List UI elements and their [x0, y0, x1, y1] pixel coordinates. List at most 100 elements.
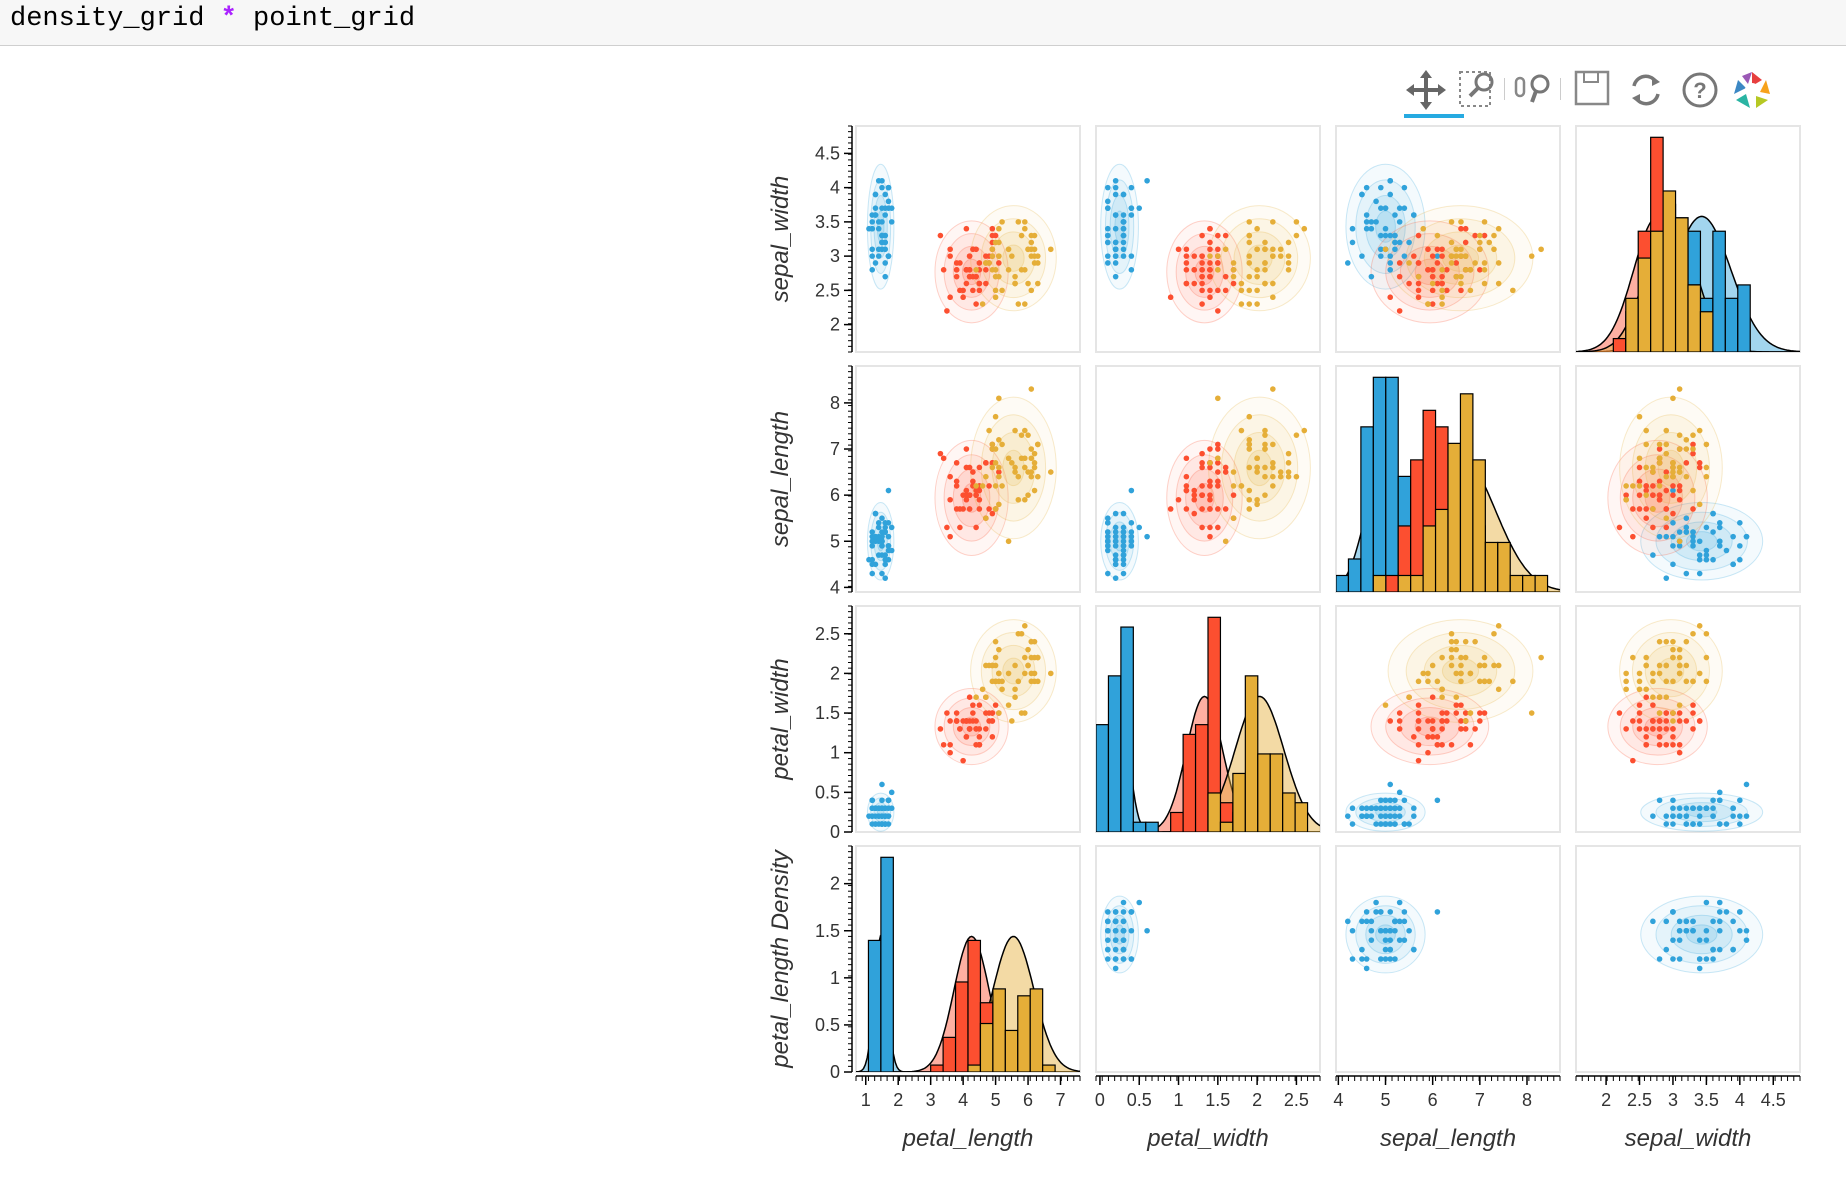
point-virginica[interactable]	[1703, 630, 1710, 637]
point-versicolor[interactable]	[1215, 441, 1221, 448]
point-virginica[interactable]	[1034, 654, 1041, 661]
point-virginica[interactable]	[1009, 718, 1015, 724]
point-virginica[interactable]	[1448, 646, 1455, 653]
point-setosa[interactable]	[885, 797, 892, 804]
point-setosa[interactable]	[1387, 813, 1394, 819]
point-virginica[interactable]	[1031, 232, 1038, 239]
point-versicolor[interactable]	[947, 749, 953, 756]
point-setosa[interactable]	[1387, 956, 1394, 962]
point-virginica[interactable]	[1696, 623, 1703, 629]
point-virginica[interactable]	[1262, 598, 1268, 604]
point-virginica[interactable]	[1254, 267, 1260, 273]
point-setosa[interactable]	[1690, 918, 1696, 925]
point-virginica[interactable]	[973, 267, 979, 273]
point-versicolor[interactable]	[1411, 253, 1417, 259]
point-virginica[interactable]	[1270, 219, 1276, 225]
point-versicolor[interactable]	[1481, 232, 1488, 239]
hist-bar-virginica[interactable]	[1282, 792, 1296, 832]
point-setosa[interactable]	[869, 529, 876, 535]
point-virginica[interactable]	[1270, 253, 1276, 259]
point-virginica[interactable]	[1481, 267, 1488, 273]
point-versicolor[interactable]	[992, 702, 999, 708]
point-virginica[interactable]	[1650, 469, 1656, 475]
point-virginica[interactable]	[1670, 710, 1676, 716]
point-setosa[interactable]	[1378, 232, 1384, 239]
point-virginica[interactable]	[1636, 670, 1643, 677]
point-versicolor[interactable]	[1429, 734, 1436, 740]
point-virginica[interactable]	[1656, 483, 1663, 489]
point-setosa[interactable]	[1128, 909, 1135, 915]
point-setosa[interactable]	[879, 219, 885, 225]
point-virginica[interactable]	[1270, 280, 1276, 287]
hist-bar-virginica[interactable]	[1625, 297, 1639, 352]
point-virginica[interactable]	[1643, 662, 1650, 669]
point-setosa[interactable]	[1104, 239, 1111, 246]
point-setosa[interactable]	[1120, 533, 1127, 540]
point-setosa[interactable]	[1392, 239, 1398, 246]
point-virginica[interactable]	[1623, 686, 1629, 693]
point-setosa[interactable]	[1392, 956, 1398, 962]
point-versicolor[interactable]	[1191, 487, 1198, 494]
point-versicolor[interactable]	[1630, 718, 1636, 724]
point-setosa[interactable]	[1710, 918, 1716, 925]
hist-bar-virginica[interactable]	[1017, 995, 1031, 1072]
point-virginica[interactable]	[1676, 654, 1683, 661]
point-virginica[interactable]	[1670, 654, 1676, 661]
point-virginica[interactable]	[996, 646, 1002, 653]
point-versicolor[interactable]	[1458, 726, 1464, 732]
point-setosa[interactable]	[1696, 805, 1703, 812]
point-virginica[interactable]	[1025, 469, 1031, 475]
point-virginica[interactable]	[1656, 662, 1663, 669]
point-virginica[interactable]	[1481, 654, 1488, 661]
point-virginica[interactable]	[1670, 395, 1676, 402]
point-virginica[interactable]	[992, 413, 999, 420]
point-versicolor[interactable]	[1467, 741, 1474, 748]
point-setosa[interactable]	[1112, 575, 1119, 581]
point-virginica[interactable]	[1538, 246, 1544, 253]
point-versicolor[interactable]	[1191, 280, 1198, 287]
point-virginica[interactable]	[1420, 670, 1427, 677]
point-versicolor[interactable]	[976, 287, 983, 294]
point-virginica[interactable]	[1690, 432, 1696, 438]
point-virginica[interactable]	[1663, 638, 1670, 645]
point-virginica[interactable]	[1636, 413, 1643, 420]
point-setosa[interactable]	[1368, 219, 1375, 225]
point-setosa[interactable]	[1128, 520, 1135, 526]
hist-bar-virginica[interactable]	[1522, 574, 1536, 592]
point-setosa[interactable]	[1128, 487, 1135, 494]
point-virginica[interactable]	[1270, 246, 1276, 253]
point-setosa[interactable]	[1710, 946, 1716, 953]
subplot-sepal_length-sepal_width[interactable]	[1575, 365, 1801, 622]
point-virginica[interactable]	[1246, 253, 1253, 259]
point-virginica[interactable]	[1623, 483, 1629, 489]
point-setosa[interactable]	[1670, 543, 1676, 549]
point-virginica[interactable]	[992, 287, 999, 294]
point-versicolor[interactable]	[1415, 287, 1422, 294]
point-setosa[interactable]	[869, 821, 876, 827]
point-virginica[interactable]	[1230, 483, 1237, 489]
point-virginica[interactable]	[1637, 598, 1643, 604]
point-setosa[interactable]	[1128, 253, 1135, 259]
point-versicolor[interactable]	[976, 734, 983, 740]
point-versicolor[interactable]	[1222, 464, 1229, 471]
point-setosa[interactable]	[1368, 937, 1375, 943]
point-setosa[interactable]	[1683, 918, 1690, 925]
point-versicolor[interactable]	[973, 492, 979, 498]
point-versicolor[interactable]	[1444, 718, 1450, 724]
hist-bar-setosa[interactable]	[1336, 574, 1350, 592]
point-virginica[interactable]	[1215, 267, 1221, 273]
point-versicolor[interactable]	[1650, 726, 1656, 732]
point-versicolor[interactable]	[1636, 726, 1643, 732]
point-versicolor[interactable]	[953, 506, 960, 512]
point-versicolor[interactable]	[983, 726, 989, 732]
point-setosa[interactable]	[1434, 253, 1441, 259]
point-virginica[interactable]	[1703, 473, 1710, 480]
point-versicolor[interactable]	[1429, 694, 1436, 700]
point-versicolor[interactable]	[1199, 492, 1205, 498]
point-virginica[interactable]	[996, 464, 1002, 471]
point-setosa[interactable]	[1368, 813, 1375, 819]
hist-bar-virginica[interactable]	[1257, 753, 1271, 832]
point-versicolor[interactable]	[963, 718, 970, 724]
point-versicolor[interactable]	[1696, 460, 1703, 466]
point-setosa[interactable]	[1670, 813, 1676, 819]
